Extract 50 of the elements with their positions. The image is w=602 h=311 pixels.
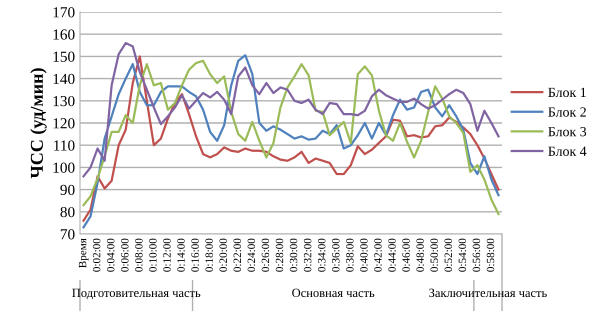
x-tick-label: 0:30:00 xyxy=(290,238,298,272)
x-tick-label: 0:20:00 xyxy=(219,238,228,272)
x-tick-label: 0:24:00 xyxy=(248,238,256,272)
y-tick-label: 80 xyxy=(60,206,75,218)
x-tick-label: 0:02:00 xyxy=(92,238,100,272)
x-tick-label: 0:12:00 xyxy=(163,238,171,272)
x-tick-label: 0:28:00 xyxy=(276,238,284,272)
x-tick-label: 0:34:00 xyxy=(318,238,326,272)
x-tick-label: 0:08:00 xyxy=(135,238,143,272)
x-tick-label: 0:36:00 xyxy=(332,238,340,272)
x-tick-label: 0:26:00 xyxy=(262,238,270,272)
x-tick-label: 0:44:00 xyxy=(388,238,396,272)
x-tick-label: 0:06:00 xyxy=(121,238,129,272)
x-tick-label: 0:04:00 xyxy=(106,238,114,272)
y-tick-label: 170 xyxy=(54,7,75,18)
legend-label: Блок 3 xyxy=(548,126,586,136)
x-tick-label: 0:18:00 xyxy=(205,238,213,272)
x-tick-label: 0:46:00 xyxy=(402,238,410,272)
x-tick-label: Время xyxy=(78,238,89,268)
x-tick-label: 0:52:00 xyxy=(444,238,452,272)
text: Заключительная часть xyxy=(429,288,547,298)
text: Основная часть xyxy=(292,288,374,298)
y-tick-label: 140 xyxy=(54,74,75,84)
x-tick-label: 0:56:00 xyxy=(472,238,480,272)
y-tick-label: 100 xyxy=(54,162,75,173)
x-tick-label: 0:54:00 xyxy=(458,238,466,272)
legend-label: Блок 1 xyxy=(548,88,586,98)
x-tick-label: 0:32:00 xyxy=(304,238,312,272)
x-tick-label: 0:10:00 xyxy=(149,238,157,272)
y-tick-label: 120 xyxy=(54,118,75,128)
y-tick-label: 160 xyxy=(54,29,75,40)
y-tick-label: 110 xyxy=(54,140,75,151)
x-tick-label: 0:22:00 xyxy=(234,238,242,272)
text: Подготовительная часть xyxy=(72,288,200,300)
legend-label: Блок 2 xyxy=(548,107,586,117)
y-tick-label: 130 xyxy=(54,96,75,106)
x-tick-label: 0:42:00 xyxy=(374,238,382,272)
y-tick-label: 150 xyxy=(54,52,75,62)
x-tick-label: 0:50:00 xyxy=(430,238,438,272)
legend-label: Блок 4 xyxy=(548,146,586,156)
y-tick-label: 90 xyxy=(60,184,75,196)
y-axis-title: ЧСС (уд/мин) xyxy=(30,68,47,178)
x-tick-label: 0:58:00 xyxy=(486,238,494,272)
x-tick-label: 0:16:00 xyxy=(191,238,199,272)
x-tick-label: 0:48:00 xyxy=(416,238,424,272)
line-series xyxy=(82,42,500,178)
x-tick-label: 0:40:00 xyxy=(360,238,368,272)
x-tick-label: 0:14:00 xyxy=(177,238,185,272)
x-tick-label: 0:38:00 xyxy=(346,238,354,272)
y-tick-label: 70 xyxy=(60,229,75,240)
